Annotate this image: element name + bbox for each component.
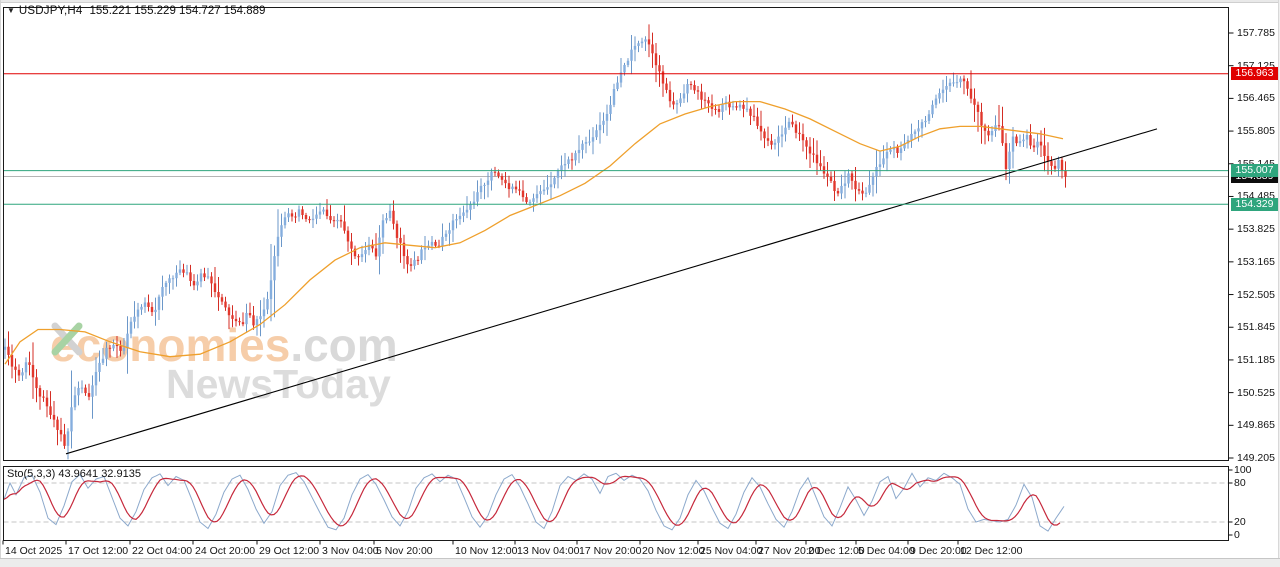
sto-main-line <box>4 472 1065 532</box>
price-tick-label: 152.505 <box>1237 288 1275 301</box>
time-tick-label: 20 Nov 12:00 <box>642 545 705 557</box>
price-tick-label: 155.805 <box>1237 125 1275 138</box>
sto-tick-label: 20 <box>1234 516 1246 528</box>
price-tick-label: 150.525 <box>1237 386 1275 399</box>
time-tick-label: 9 Dec 20:00 <box>910 545 967 557</box>
time-tick-label: 22 Oct 04:00 <box>132 545 193 557</box>
sto-indicator-label: Sto(5,3,3) 43.9641 32.9135 <box>7 468 141 480</box>
watermark-brand: economies.com <box>50 322 398 368</box>
price-tick-label: 156.465 <box>1237 92 1275 105</box>
sto-name: Sto(5,3,3) <box>7 468 56 480</box>
time-tick-label: 17 Nov 20:00 <box>579 545 642 557</box>
time-tick-label: 29 Oct 12:00 <box>259 545 320 557</box>
ma-line <box>4 100 1064 365</box>
support-price-label-2: 154.329 <box>1231 197 1278 211</box>
time-tick-label: 24 Oct 20:00 <box>195 545 256 557</box>
time-tick-label: 17 Oct 12:00 <box>68 545 129 557</box>
trendline[interactable] <box>65 128 1158 455</box>
watermark: economies.com NewsToday <box>50 322 398 405</box>
symbol-dropdown-icon[interactable]: ▼ <box>7 6 15 15</box>
price-tick-label: 153.165 <box>1237 255 1275 268</box>
watermark-subbrand-text: NewsToday <box>166 361 391 407</box>
time-tick-label: 10 Nov 12:00 <box>455 545 518 557</box>
time-tick-label: 12 Dec 12:00 <box>960 545 1023 557</box>
window-top-edge <box>0 0 1280 3</box>
window-left-edge <box>0 0 1 567</box>
price-tick-label: 151.845 <box>1237 321 1275 334</box>
time-tick-label: 27 Nov 20:00 <box>758 545 821 557</box>
symbol-title: USDJPY,H4 <box>18 5 83 17</box>
time-tick-label: 5 Nov 20:00 <box>376 545 433 557</box>
price-tick-label: 149.205 <box>1237 452 1275 464</box>
sto-pane-border <box>3 466 1229 541</box>
main-chart-pane[interactable] <box>4 24 1229 460</box>
main-pane-border <box>3 7 1229 461</box>
sto-signal-line <box>4 475 1061 527</box>
time-tick-label: 5 Dec 04:00 <box>858 545 915 557</box>
price-tick-label: 157.785 <box>1237 27 1275 39</box>
time-tick-label: 25 Nov 04:00 <box>700 545 763 557</box>
support-price-label-1: 155.007 <box>1231 164 1278 178</box>
time-tick-label: 3 Nov 04:00 <box>322 545 379 557</box>
time-tick-label: 14 Oct 2025 <box>5 545 63 557</box>
price-tick-label: 153.825 <box>1237 223 1275 236</box>
price-tick-label: 149.865 <box>1237 419 1275 432</box>
window-bottom-edge <box>0 558 1280 567</box>
price-tick-label: 151.185 <box>1237 353 1275 366</box>
time-tick-label: 13 Nov 04:00 <box>517 545 580 557</box>
sto-pane[interactable] <box>4 472 1229 532</box>
sto-tick-label: 80 <box>1234 477 1246 489</box>
resistance-price-label: 156.963 <box>1231 67 1278 81</box>
window-right-edge <box>1278 0 1280 567</box>
sto-tick-label: 0 <box>1234 529 1240 541</box>
ohlc-readout: 155.221 155.229 154.727 154.889 <box>89 5 266 17</box>
sto-tick-label: 100 <box>1234 464 1252 476</box>
watermark-subbrand: NewsToday <box>51 322 398 407</box>
quote-line: ▼ USDJPY,H4 155.221 155.229 154.727 154.88… <box>7 5 265 17</box>
sto-values: 43.9641 32.9135 <box>58 468 141 480</box>
time-tick-label: 2 Dec 12:00 <box>808 545 865 557</box>
